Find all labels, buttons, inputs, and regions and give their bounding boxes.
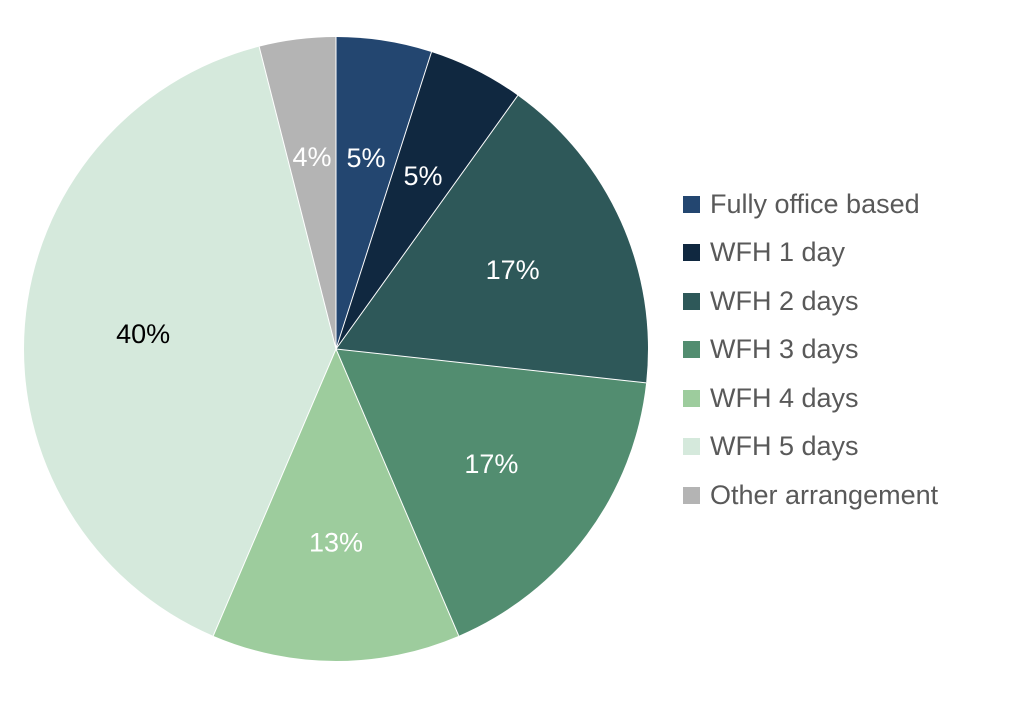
pie-slice-wfh-4-days (213, 349, 459, 661)
slice-separator (335, 95, 519, 350)
legend-swatch-wfh-1-day (683, 244, 700, 262)
legend-item-wfh-3-days: WFH 3 days (683, 326, 1003, 375)
legend-label-fully-office-based: Fully office based (710, 188, 920, 219)
legend-swatch-wfh-3-days (683, 341, 700, 359)
slice-label-fully-office-based: 5% (346, 143, 385, 173)
slice-separator (335, 348, 647, 384)
legend-item-other-arrangement: Other arrangement (683, 471, 1003, 520)
pie-slice-wfh-3-days (336, 349, 647, 636)
legend-label-wfh-1-day: WFH 1 day (710, 237, 846, 268)
pie-slice-fully-office-based (336, 37, 432, 349)
legend-swatch-other-arrangement (683, 486, 700, 504)
legend-label-other-arrangement: Other arrangement (710, 479, 939, 510)
slice-separator (335, 51, 432, 350)
pie-slice-wfh-1-day (336, 51, 518, 349)
legend-item-wfh-1-day: WFH 1 day (683, 229, 1003, 278)
slice-label-other-arrangement: 4% (292, 142, 331, 172)
legend-item-wfh-4-days: WFH 4 days (683, 374, 1003, 423)
slice-label-wfh-4-days: 13% (309, 527, 363, 557)
legend-label-wfh-2-days: WFH 2 days (710, 285, 859, 316)
pie-slice-wfh-5-days (24, 46, 336, 636)
slice-separator (335, 348, 460, 637)
legend-swatch-wfh-2-days (683, 292, 700, 310)
legend-label-wfh-4-days: WFH 4 days (710, 382, 859, 413)
legend-label-wfh-3-days: WFH 3 days (710, 334, 859, 365)
legend-label-wfh-5-days: WFH 5 days (710, 431, 859, 462)
legend-swatch-fully-office-based (683, 195, 700, 213)
pie-slice-wfh-2-days (336, 95, 648, 383)
legend-item-wfh-2-days: WFH 2 days (683, 277, 1003, 326)
legend-item-fully-office-based: Fully office based (683, 180, 1003, 229)
slice-label-wfh-3-days: 17% (464, 449, 518, 479)
legend-item-wfh-5-days: WFH 5 days (683, 423, 1003, 472)
slice-separator (258, 46, 337, 350)
legend-swatch-wfh-4-days (683, 389, 700, 407)
slice-label-wfh-2-days: 17% (486, 255, 540, 285)
slice-separator (212, 348, 337, 637)
slice-label-wfh-1-day: 5% (403, 161, 442, 191)
pie-slice-other-arrangement (259, 37, 336, 349)
slice-label-wfh-5-days: 40% (116, 319, 170, 349)
pie-chart-plot: 5% 5% 17% 17% 13% 40% 4% (24, 37, 648, 661)
chart-legend: Fully office based WFH 1 day WFH 2 days WFH… (683, 180, 1003, 520)
legend-swatch-wfh-5-days (683, 438, 700, 456)
